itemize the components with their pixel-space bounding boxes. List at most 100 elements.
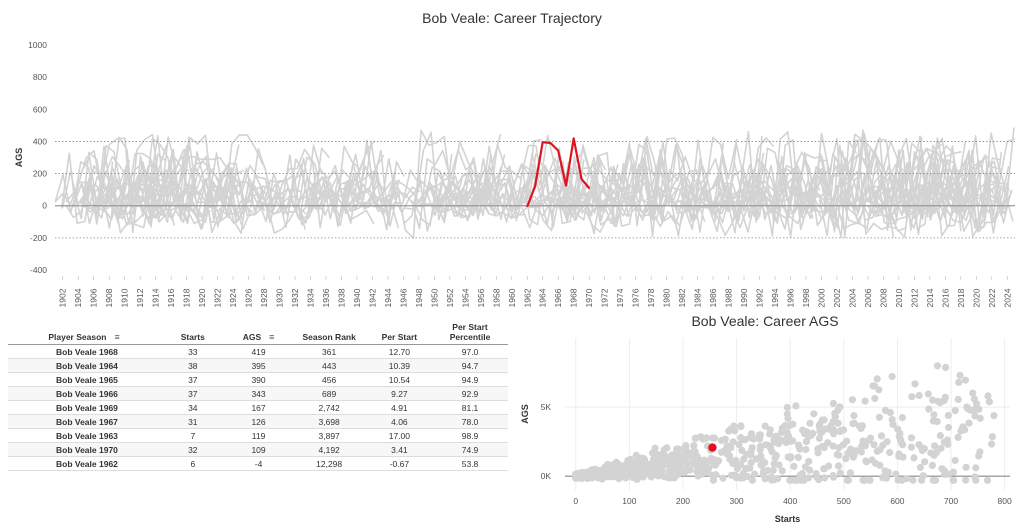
career-point bbox=[796, 471, 804, 479]
career-point bbox=[614, 460, 622, 468]
career-point bbox=[940, 470, 949, 479]
career-point bbox=[644, 470, 653, 478]
career-point bbox=[950, 476, 958, 484]
career-point bbox=[709, 476, 718, 484]
career-point bbox=[756, 431, 765, 439]
career-point bbox=[572, 470, 580, 478]
career-point bbox=[586, 471, 594, 479]
career-point bbox=[591, 473, 599, 481]
career-point bbox=[785, 432, 793, 440]
career-point bbox=[951, 407, 959, 415]
career-point bbox=[587, 467, 595, 475]
career-point bbox=[682, 444, 690, 452]
career-point bbox=[758, 460, 767, 469]
career-point bbox=[711, 461, 719, 469]
career-point bbox=[660, 446, 668, 454]
table-row[interactable]: Bob Veale 1967 31 126 3,698 4.06 78.0 bbox=[8, 414, 508, 429]
table-row[interactable]: Bob Veale 1968 33 419 361 12.70 97.0 bbox=[8, 344, 508, 359]
career-point bbox=[572, 473, 580, 481]
career-point bbox=[734, 462, 742, 470]
career-point bbox=[574, 471, 582, 479]
career-point bbox=[633, 475, 641, 483]
career-point bbox=[609, 463, 617, 471]
background-career-line bbox=[924, 180, 1011, 232]
background-career-line bbox=[707, 185, 817, 216]
career-point bbox=[720, 447, 728, 455]
career-point bbox=[693, 468, 701, 476]
career-point bbox=[886, 448, 894, 457]
career-point bbox=[602, 472, 610, 480]
background-career-line bbox=[311, 168, 360, 224]
career-point bbox=[677, 453, 685, 462]
col-header-season-rank[interactable]: Season Rank bbox=[291, 320, 367, 345]
career-point bbox=[764, 466, 772, 475]
table-row[interactable]: Bob Veale 1963 7 119 3,897 17.00 98.9 bbox=[8, 428, 508, 443]
col-header-ags[interactable]: AGS ≡ bbox=[225, 320, 292, 345]
career-point bbox=[879, 474, 887, 482]
career-point bbox=[931, 442, 939, 450]
table-row[interactable]: Bob Veale 1969 34 167 2,742 4.91 81.1 bbox=[8, 400, 508, 415]
career-point bbox=[576, 473, 584, 481]
career-point bbox=[618, 467, 626, 475]
table-cell: -4 bbox=[225, 456, 292, 471]
table-row[interactable]: Bob Veale 1965 37 390 456 10.54 94.9 bbox=[8, 372, 508, 387]
career-point bbox=[638, 454, 647, 462]
career-point bbox=[783, 434, 791, 442]
col-header-per-start[interactable]: Per Start bbox=[366, 320, 433, 345]
col-header-starts[interactable]: Starts bbox=[160, 320, 226, 345]
x-axis-label: Starts bbox=[775, 514, 801, 524]
career-point bbox=[649, 449, 657, 457]
career-point bbox=[654, 469, 662, 477]
career-point bbox=[583, 470, 592, 478]
sort-icon[interactable]: ≡ bbox=[269, 332, 275, 342]
career-point bbox=[875, 413, 884, 421]
career-point bbox=[572, 471, 581, 479]
career-point bbox=[660, 473, 668, 481]
career-point bbox=[613, 463, 621, 471]
career-point bbox=[737, 422, 745, 430]
table-row[interactable]: Bob Veale 1970 32 109 4,192 3.41 74.9 bbox=[8, 442, 508, 457]
career-point bbox=[775, 461, 783, 469]
sort-icon[interactable]: ≡ bbox=[114, 332, 120, 342]
table-row[interactable]: Bob Veale 1966 37 343 689 9.27 92.9 bbox=[8, 386, 508, 401]
career-point bbox=[572, 471, 580, 480]
career-point bbox=[941, 467, 949, 475]
career-point bbox=[572, 470, 580, 478]
career-point bbox=[859, 476, 867, 484]
career-point bbox=[725, 427, 733, 435]
career-point bbox=[580, 470, 588, 478]
career-point bbox=[815, 476, 823, 484]
career-point bbox=[664, 474, 672, 482]
career-point bbox=[936, 399, 944, 407]
career-point bbox=[897, 436, 905, 444]
x-tick-label: 700 bbox=[944, 496, 958, 506]
career-point bbox=[861, 476, 869, 484]
career-point bbox=[600, 468, 608, 476]
career-point bbox=[834, 406, 842, 414]
career-point bbox=[826, 425, 834, 433]
career-point bbox=[637, 468, 645, 476]
career-point bbox=[896, 430, 904, 438]
career-point bbox=[769, 475, 778, 483]
career-point bbox=[769, 466, 777, 474]
col-header-per-start-percentile[interactable]: Per Start Percentile bbox=[432, 320, 508, 345]
table-row[interactable]: Bob Veale 1962 6 -4 12,298 -0.67 53.8 bbox=[8, 456, 508, 471]
career-point bbox=[806, 466, 814, 474]
career-point bbox=[707, 446, 715, 454]
career-point bbox=[693, 453, 702, 461]
career-point bbox=[684, 459, 692, 467]
table-row[interactable]: Bob Veale 1964 38 395 443 10.39 94.7 bbox=[8, 358, 508, 373]
career-point bbox=[593, 473, 601, 482]
career-point bbox=[604, 465, 613, 473]
career-point bbox=[581, 469, 590, 477]
career-point bbox=[600, 466, 608, 474]
x-tick-label: 0 bbox=[573, 496, 578, 506]
career-point bbox=[599, 468, 607, 477]
col-header-player-season[interactable]: Player Season ≡ bbox=[8, 320, 161, 345]
career-point bbox=[618, 464, 626, 472]
background-career-line bbox=[664, 137, 775, 234]
table-cell: 167 bbox=[225, 400, 292, 415]
x-tick-label: 1904 bbox=[73, 288, 83, 307]
career-point bbox=[614, 461, 623, 469]
career-point bbox=[589, 468, 597, 476]
